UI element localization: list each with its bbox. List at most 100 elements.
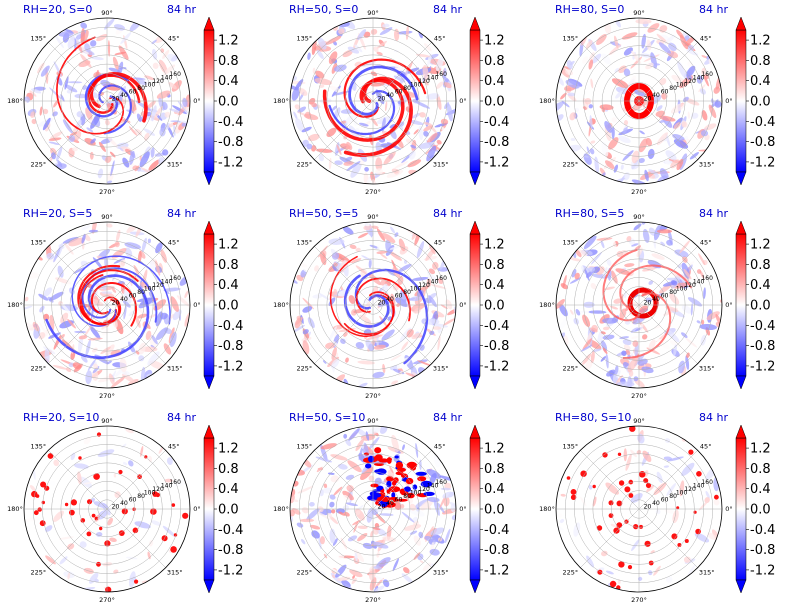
field-blob [49, 291, 64, 301]
colorbar-tick-label: 0.4 [484, 74, 505, 89]
colorbar [469, 233, 481, 377]
spiral-band [343, 291, 395, 336]
field-blob [317, 512, 331, 520]
field-blob [343, 161, 354, 166]
field-blob [420, 499, 434, 511]
radial-tick-label: 40 [120, 92, 128, 99]
field-blob [315, 70, 325, 79]
field-blob [31, 118, 37, 125]
field-blob [437, 513, 453, 519]
radial-tick-label: 20 [644, 96, 652, 103]
field-blob [618, 135, 631, 144]
field-blob [368, 455, 374, 463]
field-blob [394, 501, 402, 510]
field-blob [410, 144, 417, 149]
field-blob [45, 555, 56, 565]
field-blob [616, 522, 623, 529]
field-blob [302, 340, 310, 355]
colorbar-extend-min [469, 579, 481, 594]
panel-time-label: 84 hr [699, 411, 728, 424]
field-blob [328, 326, 337, 343]
field-blob [323, 553, 328, 559]
field-blob [105, 119, 110, 126]
angle-tick-label: 45° [434, 442, 446, 450]
field-blob [672, 134, 685, 141]
field-blob [439, 475, 454, 481]
field-blob [426, 132, 438, 144]
field-blob [605, 570, 614, 575]
colorbar [203, 29, 215, 173]
field-blob [415, 471, 427, 476]
field-blob [144, 75, 155, 81]
radial-tick-label: 120 [684, 78, 696, 85]
field-blob [375, 157, 383, 171]
field-blob [303, 113, 319, 121]
field-blob [125, 428, 134, 434]
radial-tick-label: 40 [386, 92, 394, 99]
angle-tick-label: 315° [433, 161, 449, 169]
field-blob [295, 118, 304, 132]
field-blob [164, 478, 173, 483]
field-blob [444, 528, 451, 544]
field-blob [91, 222, 98, 234]
field-blob [48, 141, 60, 145]
field-blob [683, 268, 692, 280]
angle-tick-label: 315° [699, 569, 715, 577]
radial-tick-label: 160 [169, 275, 181, 282]
field-blob [94, 516, 99, 521]
field-blob [631, 150, 640, 164]
field-blob [70, 499, 77, 506]
colorbar-tick-label: 0.8 [484, 54, 505, 69]
field-blob [74, 463, 89, 469]
field-blob [371, 225, 379, 229]
field-blob [312, 67, 316, 74]
field-blob [714, 494, 719, 500]
field-blob [104, 18, 115, 30]
field-blob [113, 277, 120, 284]
field-blob [376, 51, 383, 56]
field-blob [589, 148, 595, 155]
field-blob [417, 476, 427, 482]
field-blob [163, 64, 176, 76]
field-blob [630, 492, 643, 503]
field-blob [701, 55, 708, 59]
radial-tick-label: 40 [120, 296, 128, 303]
field-blob [591, 251, 603, 265]
field-blob [67, 81, 83, 84]
radial-tick-label: 140 [693, 482, 705, 489]
field-blob [317, 37, 327, 50]
angle-tick-label: 90° [367, 9, 379, 17]
field-blob [707, 532, 717, 540]
field-blob [586, 555, 595, 568]
field-blob [664, 509, 675, 514]
field-blob [586, 146, 590, 155]
field-blob [111, 287, 117, 293]
polar-panel: RH=80, S=10 84 hr 20 40 60 80 100 120 140 160 0° 45… [532, 408, 798, 612]
field-blob [705, 490, 710, 499]
field-blob [389, 466, 394, 474]
field-blob [333, 352, 339, 361]
field-blob [64, 242, 74, 255]
field-blob [646, 485, 655, 493]
field-blob [386, 476, 394, 482]
field-blob [43, 346, 56, 355]
radial-tick-label: 140 [161, 482, 173, 489]
field-blob [375, 168, 383, 175]
field-blob [601, 550, 608, 557]
field-blob [173, 533, 178, 537]
field-blob [647, 148, 655, 159]
field-blob [357, 29, 367, 41]
field-blob [58, 536, 74, 540]
field-blob [663, 465, 669, 468]
radial-tick-label: 160 [435, 71, 447, 78]
field-blob [51, 152, 56, 160]
field-blob [333, 486, 343, 496]
angular-gridline [638, 450, 698, 510]
angle-tick-label: 135° [296, 34, 312, 42]
field-blob [686, 564, 696, 579]
field-blob [111, 376, 125, 388]
field-blob [105, 344, 115, 356]
radial-tick-label: 20 [112, 96, 120, 103]
field-blob [616, 370, 621, 378]
field-blob [156, 90, 171, 100]
